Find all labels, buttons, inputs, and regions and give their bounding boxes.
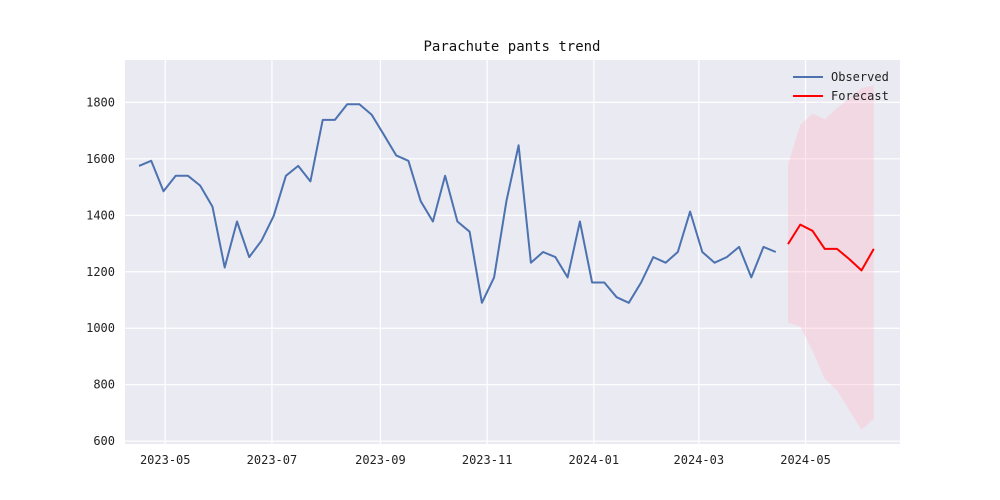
series-lines <box>138 103 875 304</box>
x-tick-label: 2024-03 <box>674 453 725 467</box>
x-tick-label: 2024-01 <box>569 453 620 467</box>
y-tick-label: 1200 <box>86 265 115 279</box>
y-tick-label: 600 <box>93 434 115 448</box>
x-tick-label: 2023-09 <box>355 453 406 467</box>
y-tick-label: 800 <box>93 378 115 392</box>
y-tick-label: 1800 <box>86 95 115 109</box>
series-line-observed <box>138 103 777 304</box>
grid-lines <box>125 60 900 444</box>
legend-label-observed: Observed <box>831 70 889 84</box>
x-tick-label: 2023-05 <box>140 453 191 467</box>
tick-labels: 600 800 1000 1200 1400 1600 1800 2023-05 2023-07… <box>86 95 831 467</box>
x-tick-label: 2023-11 <box>462 453 513 467</box>
y-tick-label: 1000 <box>86 321 115 335</box>
legend-label-forecast: Forecast <box>831 89 889 103</box>
chart-title: Parachute pants trend <box>423 39 600 55</box>
series-line-forecast <box>787 223 875 272</box>
forecast-interval <box>788 85 874 430</box>
x-tick-label: 2023-07 <box>247 453 298 467</box>
y-tick-label: 1400 <box>86 208 115 222</box>
forecast-interval-band <box>788 85 874 430</box>
x-tick-label: 2024-05 <box>780 453 831 467</box>
plot-area <box>125 60 900 444</box>
legend: Observed Forecast <box>793 70 889 103</box>
y-tick-label: 1600 <box>86 152 115 166</box>
